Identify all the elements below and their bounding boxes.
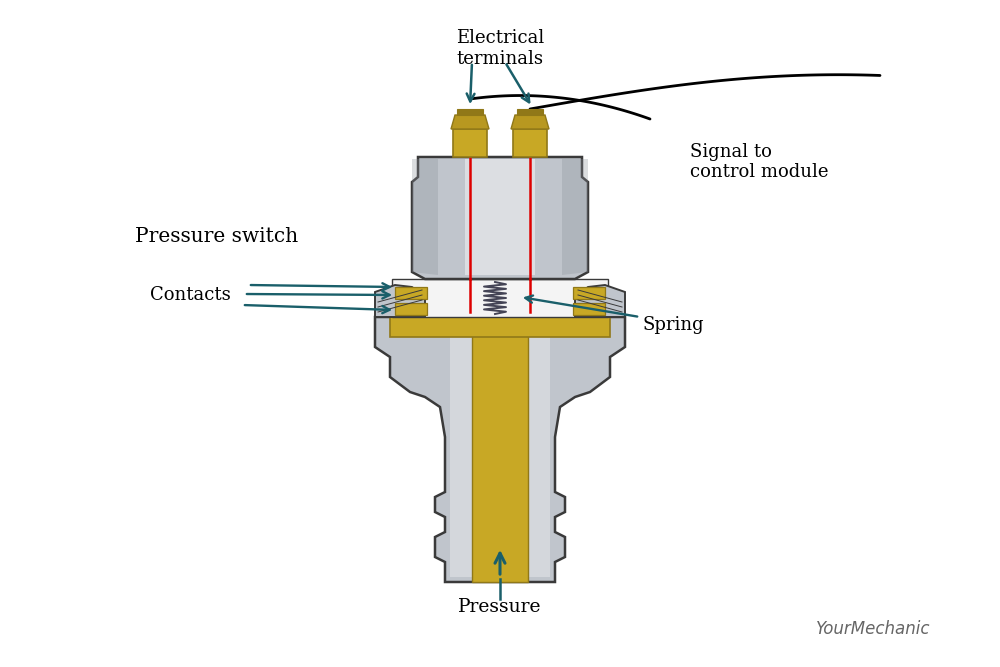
Polygon shape: [517, 109, 543, 115]
Text: Pressure: Pressure: [458, 598, 542, 616]
Polygon shape: [575, 285, 625, 317]
Polygon shape: [472, 327, 528, 582]
Polygon shape: [395, 287, 427, 299]
Text: Pressure switch: Pressure switch: [135, 227, 298, 247]
Polygon shape: [513, 129, 547, 157]
Text: Contacts: Contacts: [150, 286, 231, 304]
Polygon shape: [457, 109, 483, 115]
Polygon shape: [451, 115, 489, 129]
Polygon shape: [412, 157, 588, 279]
Polygon shape: [465, 159, 535, 275]
Polygon shape: [390, 317, 610, 337]
Polygon shape: [450, 327, 550, 577]
Polygon shape: [392, 279, 608, 317]
Polygon shape: [562, 159, 588, 275]
Polygon shape: [511, 115, 549, 129]
Polygon shape: [412, 159, 438, 275]
Text: Signal to
control module: Signal to control module: [690, 143, 828, 181]
Text: Electrical
terminals: Electrical terminals: [456, 29, 544, 68]
Text: YourMechanic: YourMechanic: [816, 620, 930, 638]
Polygon shape: [573, 303, 605, 315]
Polygon shape: [573, 287, 605, 299]
Polygon shape: [453, 129, 487, 157]
Polygon shape: [395, 303, 427, 315]
Text: Spring: Spring: [642, 316, 704, 334]
Polygon shape: [375, 317, 625, 582]
Polygon shape: [375, 285, 425, 317]
